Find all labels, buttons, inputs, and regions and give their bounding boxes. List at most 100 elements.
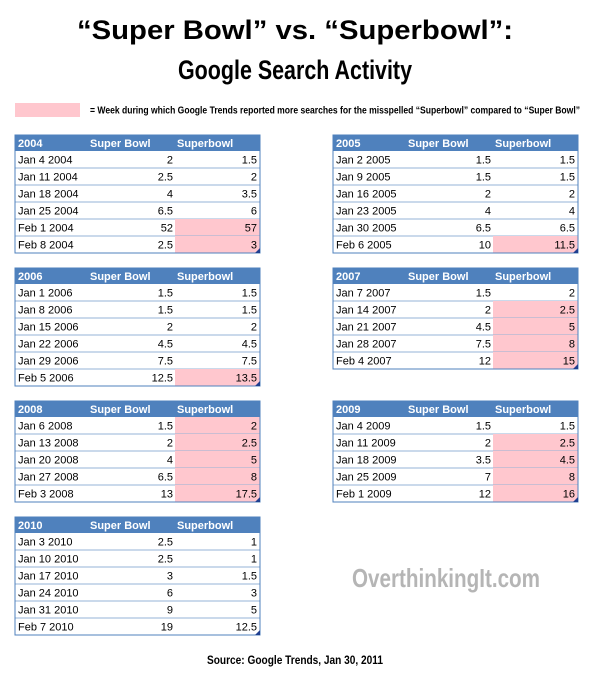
- date-cell: Jan 31 2010: [18, 604, 79, 616]
- value-cell: 2: [485, 304, 491, 316]
- highlight-cell: [493, 434, 578, 451]
- value-cell: 15: [563, 355, 575, 367]
- value-cell: 3: [167, 570, 173, 582]
- value-cell: 3.5: [242, 188, 257, 200]
- highlight-cell: [493, 301, 578, 318]
- date-cell: Jan 14 2007: [336, 304, 397, 316]
- value-cell: 2: [251, 321, 257, 333]
- value-cell: 8: [569, 338, 575, 350]
- column-header: 2004: [18, 138, 43, 150]
- legend-text: = Week during which Google Trends report…: [90, 106, 580, 117]
- table-border: [14, 516, 261, 636]
- date-cell: Jan 21 2007: [336, 321, 397, 333]
- date-cell: Feb 5 2006: [18, 372, 74, 384]
- date-cell: Jan 18 2004: [18, 188, 79, 200]
- highlight-cell: [493, 468, 578, 485]
- value-cell: 10: [479, 239, 491, 251]
- value-cell: 2: [251, 171, 257, 183]
- value-cell: 4: [167, 454, 173, 466]
- value-cell: 6.5: [158, 205, 173, 217]
- highlight-cell: [493, 451, 578, 468]
- value-cell: 3.5: [476, 454, 491, 466]
- date-cell: Feb 3 2008: [18, 488, 74, 500]
- value-cell: 4.5: [560, 454, 575, 466]
- resize-handle: [255, 248, 260, 253]
- value-cell: 2: [167, 321, 173, 333]
- value-cell: 2.5: [242, 437, 257, 449]
- date-cell: Jan 23 2005: [336, 205, 397, 217]
- value-cell: 1.5: [242, 304, 257, 316]
- date-cell: Jan 25 2009: [336, 471, 397, 483]
- value-cell: 1.5: [560, 154, 575, 166]
- date-cell: Feb 7 2010: [18, 621, 74, 633]
- value-cell: 1.5: [242, 570, 257, 582]
- column-header: Super Bowl: [90, 520, 151, 532]
- column-header: Superbowl: [495, 138, 551, 150]
- resize-handle: [255, 630, 260, 635]
- highlight-cell: [493, 485, 578, 502]
- value-cell: 7.5: [476, 338, 491, 350]
- table-bg: [14, 267, 261, 387]
- value-cell: 1.5: [158, 304, 173, 316]
- value-cell: 17.5: [236, 488, 257, 500]
- column-header: Superbowl: [177, 271, 233, 283]
- date-cell: Jan 27 2008: [18, 471, 79, 483]
- value-cell: 13: [161, 488, 173, 500]
- value-cell: 1.5: [560, 420, 575, 432]
- value-cell: 13.5: [236, 372, 257, 384]
- date-cell: Feb 8 2004: [18, 239, 74, 251]
- value-cell: 3: [251, 239, 257, 251]
- date-cell: Jan 1 2006: [18, 287, 72, 299]
- value-cell: 5: [251, 454, 257, 466]
- value-cell: 12.5: [152, 372, 173, 384]
- value-cell: 2: [569, 287, 575, 299]
- value-cell: 6: [251, 205, 257, 217]
- date-cell: Jan 30 2005: [336, 222, 397, 234]
- resize-handle: [573, 248, 578, 253]
- value-cell: 9: [167, 604, 173, 616]
- column-header: 2006: [18, 271, 42, 283]
- column-header: Superbowl: [177, 404, 233, 416]
- date-cell: Jan 3 2010: [18, 536, 72, 548]
- date-cell: Jan 20 2008: [18, 454, 79, 466]
- value-cell: 1.5: [158, 287, 173, 299]
- date-cell: Jan 13 2008: [18, 437, 79, 449]
- value-cell: 1.5: [476, 287, 491, 299]
- value-cell: 1.5: [242, 287, 257, 299]
- table-header: [15, 135, 260, 151]
- highlight-cell: [175, 468, 260, 485]
- date-cell: Jan 29 2006: [18, 355, 79, 367]
- table-bg: [14, 516, 261, 636]
- title-line: Google Search Activity: [178, 55, 412, 85]
- date-cell: Jan 15 2006: [18, 321, 79, 333]
- value-cell: 2.5: [158, 553, 173, 565]
- column-header: 2007: [336, 271, 360, 283]
- date-cell: Jan 18 2009: [336, 454, 397, 466]
- value-cell: 12.5: [236, 621, 257, 633]
- date-cell: Jan 4 2004: [18, 154, 72, 166]
- date-cell: Jan 4 2009: [336, 420, 390, 432]
- value-cell: 2.5: [158, 171, 173, 183]
- value-cell: 5: [251, 604, 257, 616]
- value-cell: 12: [479, 355, 491, 367]
- value-cell: 2: [485, 188, 491, 200]
- value-cell: 1: [251, 536, 257, 548]
- highlight-cell: [493, 335, 578, 352]
- table-header: [333, 268, 578, 284]
- value-cell: 2: [167, 154, 173, 166]
- column-header: Superbowl: [177, 138, 233, 150]
- table-border: [14, 134, 261, 254]
- table-header: [333, 401, 578, 417]
- date-cell: Jan 24 2010: [18, 587, 79, 599]
- date-cell: Jan 28 2007: [336, 338, 397, 350]
- column-header: Super Bowl: [90, 404, 151, 416]
- table-border: [332, 134, 579, 254]
- value-cell: 7.5: [158, 355, 173, 367]
- column-header: Superbowl: [495, 271, 551, 283]
- highlight-cell: [175, 451, 260, 468]
- value-cell: 2.5: [560, 437, 575, 449]
- value-cell: 12: [479, 488, 491, 500]
- date-cell: Jan 6 2008: [18, 420, 72, 432]
- column-header: 2010: [18, 520, 42, 532]
